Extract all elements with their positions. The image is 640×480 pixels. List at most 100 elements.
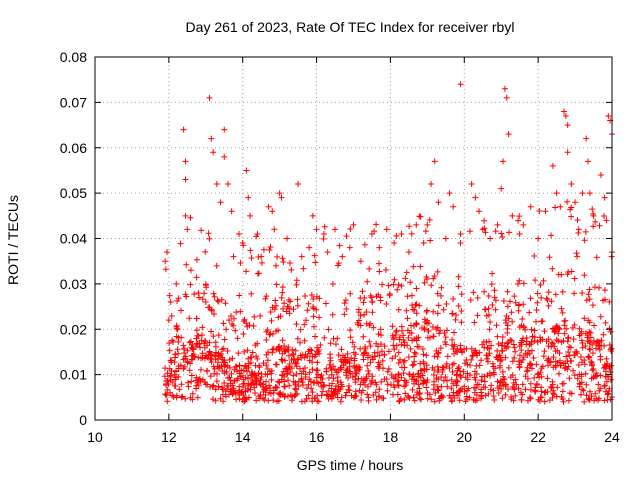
data-point — [286, 361, 293, 368]
data-point — [306, 244, 313, 251]
data-point — [321, 223, 328, 230]
data-point — [288, 266, 295, 273]
y-tick-label: 0.04 — [60, 231, 87, 247]
data-point — [245, 355, 252, 362]
data-point — [484, 372, 491, 379]
data-point — [490, 363, 497, 370]
data-point — [174, 298, 181, 305]
data-point — [479, 373, 486, 380]
data-point — [578, 328, 585, 335]
data-point — [281, 300, 288, 307]
data-point — [167, 299, 174, 306]
data-point — [526, 341, 533, 348]
data-point — [402, 382, 409, 389]
data-point — [189, 345, 196, 352]
data-point — [324, 392, 331, 399]
data-point — [395, 372, 402, 379]
data-point — [552, 358, 559, 365]
data-point — [587, 346, 594, 353]
data-point — [191, 354, 198, 361]
data-point — [293, 370, 300, 377]
data-point — [253, 378, 260, 385]
data-point — [528, 365, 535, 372]
data-point — [198, 332, 205, 339]
data-point — [395, 377, 402, 384]
data-point — [561, 322, 568, 329]
data-point — [562, 317, 569, 324]
data-point — [419, 372, 426, 379]
data-point — [501, 85, 508, 92]
data-point — [499, 347, 506, 354]
data-point — [505, 386, 512, 393]
data-point — [434, 324, 441, 331]
data-point — [471, 368, 478, 375]
data-point — [222, 362, 229, 369]
data-point — [492, 297, 499, 304]
data-point — [237, 260, 244, 267]
data-point — [510, 379, 517, 386]
data-point — [240, 376, 247, 383]
data-point — [589, 302, 596, 309]
data-point — [389, 355, 396, 362]
data-point — [228, 370, 235, 377]
data-point — [197, 366, 204, 373]
data-point — [243, 268, 250, 275]
data-point — [292, 391, 299, 398]
data-point — [586, 346, 593, 353]
data-point — [376, 365, 383, 372]
data-point — [531, 327, 538, 334]
data-point — [249, 349, 256, 356]
data-point — [240, 330, 247, 337]
x-tick-label: 22 — [530, 429, 546, 445]
data-point — [280, 305, 287, 312]
data-point — [373, 340, 380, 347]
data-point — [365, 352, 372, 359]
data-point — [592, 218, 599, 225]
data-point — [511, 386, 518, 393]
data-point — [211, 370, 218, 377]
data-point — [607, 328, 614, 335]
data-point — [593, 340, 600, 347]
data-point — [310, 323, 317, 330]
data-point — [325, 326, 332, 333]
data-point — [586, 190, 593, 197]
data-point — [384, 368, 391, 375]
data-point — [357, 295, 364, 302]
data-point — [550, 354, 557, 361]
data-point — [341, 356, 348, 363]
data-point — [219, 391, 226, 398]
data-point — [583, 381, 590, 388]
data-point — [442, 373, 449, 380]
data-point — [494, 378, 501, 385]
data-point — [215, 332, 222, 339]
data-point — [569, 324, 576, 331]
data-point — [582, 343, 589, 350]
data-point — [420, 240, 427, 247]
data-point — [455, 273, 462, 280]
data-point — [279, 337, 286, 344]
data-point — [293, 321, 300, 328]
data-point — [437, 292, 444, 299]
data-point — [162, 365, 169, 372]
data-point — [241, 316, 248, 323]
data-point — [531, 337, 538, 344]
data-point — [392, 353, 399, 360]
data-point — [390, 281, 397, 288]
data-point — [464, 396, 471, 403]
data-point — [305, 392, 312, 399]
data-point — [449, 361, 456, 368]
data-point — [478, 357, 485, 364]
data-point — [470, 289, 477, 296]
data-point — [416, 302, 423, 309]
data-point — [285, 344, 292, 351]
data-point — [233, 309, 240, 316]
data-point — [438, 392, 445, 399]
data-point — [241, 396, 248, 403]
data-point — [606, 365, 613, 372]
data-point — [505, 131, 512, 138]
data-point — [334, 374, 341, 381]
data-point — [520, 280, 527, 287]
data-point — [400, 332, 407, 339]
data-point — [351, 343, 358, 350]
data-point — [586, 319, 593, 326]
